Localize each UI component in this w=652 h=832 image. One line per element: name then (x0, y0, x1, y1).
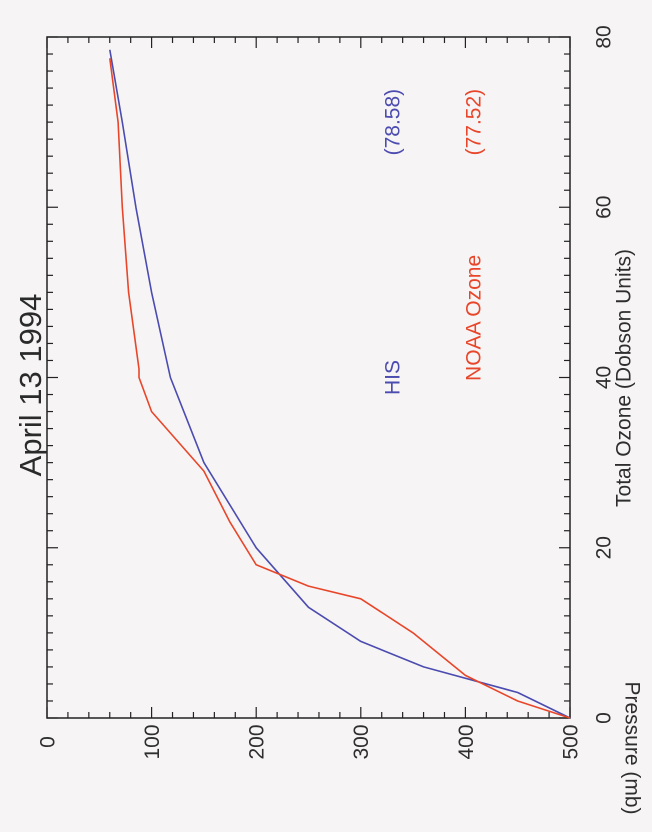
noaa-profile-line (109, 58, 571, 719)
ozone-tick-label: 40 (592, 366, 615, 389)
pressure-tick-label: 200 (246, 724, 269, 759)
his-profile-line (109, 49, 571, 719)
legend-noaa-name: NOAA Ozone (462, 255, 485, 381)
ozone-tick-label: 20 (592, 536, 615, 559)
pressure-tick-label: 0 (36, 736, 59, 748)
pressure-tick-label: 100 (141, 724, 164, 759)
chart-title: April 13 1994 (13, 294, 48, 477)
y-axis-title: Pressure (mb) (621, 681, 644, 814)
pressure-tick-label: 500 (559, 724, 582, 759)
x-axis-title: Total Ozone (Dobson Units) (612, 249, 635, 507)
series-lines (109, 49, 571, 719)
ozone-tick-label: 60 (592, 196, 615, 219)
legend-his-name: HIS (381, 360, 404, 395)
legend-his-total: (78.58) (381, 89, 404, 156)
pressure-tick-label: 400 (455, 724, 478, 759)
text-labels: April 13 1994 Total Ozone (Dobson Units)… (13, 89, 644, 815)
tick-marks: 0 20 40 60 80 0 100 200 300 400 500 (36, 25, 615, 759)
legend-noaa-total: (77.52) (462, 89, 485, 156)
ozone-tick-label: 0 (592, 712, 615, 724)
pressure-tick-label: 300 (350, 724, 373, 759)
ozone-tick-label: 80 (592, 25, 615, 48)
